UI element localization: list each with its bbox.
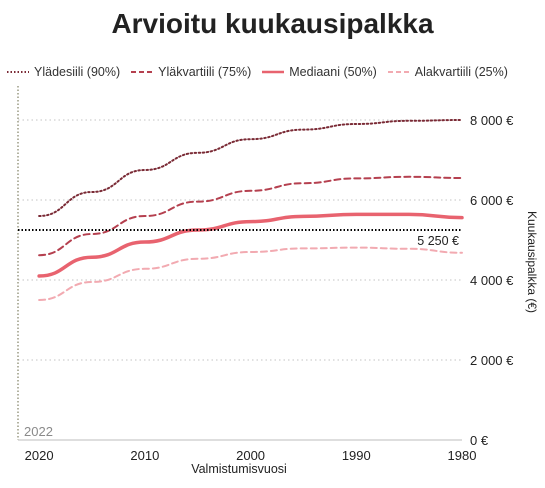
legend-label: Alakvartiili (25%) (414, 65, 508, 79)
legend-label: Mediaani (50%) (289, 65, 377, 79)
legend-item: Mediaani (50%) (261, 65, 377, 79)
legend-item: Ylädesiili (90%) (6, 65, 120, 79)
series-line-2 (37, 212, 464, 278)
legend-label: Yläkvartiili (75%) (158, 65, 252, 79)
legend-swatch (262, 70, 285, 74)
series-line-3 (38, 246, 463, 301)
legend: Ylädesiili (90%) Yläkvartiili (75%) Mediaa… (6, 62, 518, 82)
y-tick-label: 8 000 € (470, 113, 514, 128)
y-axis-label: Kuukausipalkka (€) (525, 211, 539, 313)
x-tick-label: 1980 (448, 448, 477, 463)
legend-swatch (131, 71, 154, 73)
x-tick-label: 2000 (236, 448, 265, 463)
y-tick-label: 2 000 € (470, 353, 514, 368)
legend-label: Ylädesiili (90%) (34, 65, 121, 79)
reference-line-label: 5 250 € (417, 234, 459, 248)
x-tick-label: 2020 (25, 448, 54, 463)
x-tick-label: 2010 (130, 448, 159, 463)
x-tick-label: 1990 (342, 448, 371, 463)
current-year-label: 2022 (24, 424, 53, 439)
series-line-0 (38, 119, 463, 217)
legend-item: Yläkvartiili (75%) (130, 65, 251, 79)
y-tick-label: 4 000 € (470, 273, 514, 288)
legend-swatch (387, 71, 410, 73)
y-tick-label: 0 € (470, 433, 489, 448)
x-axis-label: Valmistumisvuosi (191, 462, 287, 476)
series-line-1 (38, 175, 463, 257)
y-tick-label: 6 000 € (470, 193, 514, 208)
legend-swatch (7, 71, 29, 73)
legend-item: Alakvartiili (25%) (387, 65, 508, 79)
chart-title: Arvioitu kuukausipalkka (111, 8, 434, 39)
